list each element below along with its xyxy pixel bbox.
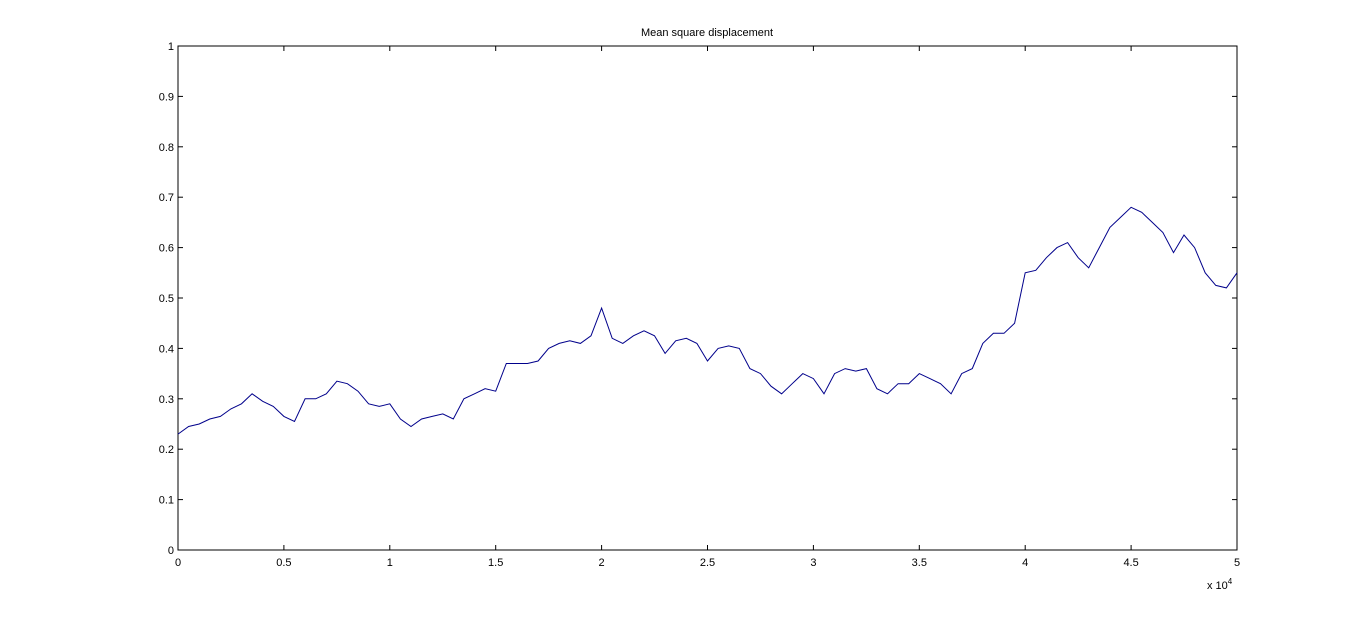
y-tick-label: 1 <box>168 41 174 53</box>
y-tick-label: 0.6 <box>159 243 174 255</box>
chart-title: Mean square displacement <box>641 27 773 39</box>
y-tick-label: 0 <box>168 545 174 557</box>
y-tick-label: 0.3 <box>159 394 174 406</box>
series-line <box>177 206 1238 435</box>
x-axis-multiplier: x 104 <box>1207 577 1233 592</box>
x-tick-label: 2 <box>599 557 605 569</box>
x-tick-label: 1 <box>387 557 393 569</box>
y-tick-label: 0.1 <box>159 495 174 507</box>
y-tick-label: 0.7 <box>159 192 174 204</box>
x-tick-label: 0.5 <box>276 557 291 569</box>
x-tick-label: 3 <box>810 557 816 569</box>
x-tick-label: 4 <box>1022 557 1028 569</box>
y-tick-label: 0.4 <box>159 343 174 355</box>
x-tick-label: 1.5 <box>488 557 503 569</box>
y-tick-label: 0.9 <box>159 91 174 103</box>
x-multiplier-exponent: 4 <box>1228 577 1233 586</box>
plot-area <box>177 45 1238 551</box>
x-multiplier-base: x 10 <box>1207 580 1228 592</box>
x-tick-label: 2.5 <box>700 557 715 569</box>
x-tick-label: 3.5 <box>912 557 927 569</box>
x-tick-label: 0 <box>175 557 181 569</box>
y-axis: 0 0.1 0.2 0.3 0.4 0.5 0.6 0.7 0.8 0.9 1 <box>159 41 1237 557</box>
y-tick-label: 0.2 <box>159 444 174 456</box>
x-tick-label: 5 <box>1234 557 1240 569</box>
y-tick-label: 0.5 <box>159 293 174 305</box>
x-axis: 0 0.5 1 1.5 2 2.5 3 3.5 4 4.5 5 <box>175 46 1240 569</box>
y-tick-label: 0.8 <box>159 142 174 154</box>
x-tick-label: 4.5 <box>1123 557 1138 569</box>
